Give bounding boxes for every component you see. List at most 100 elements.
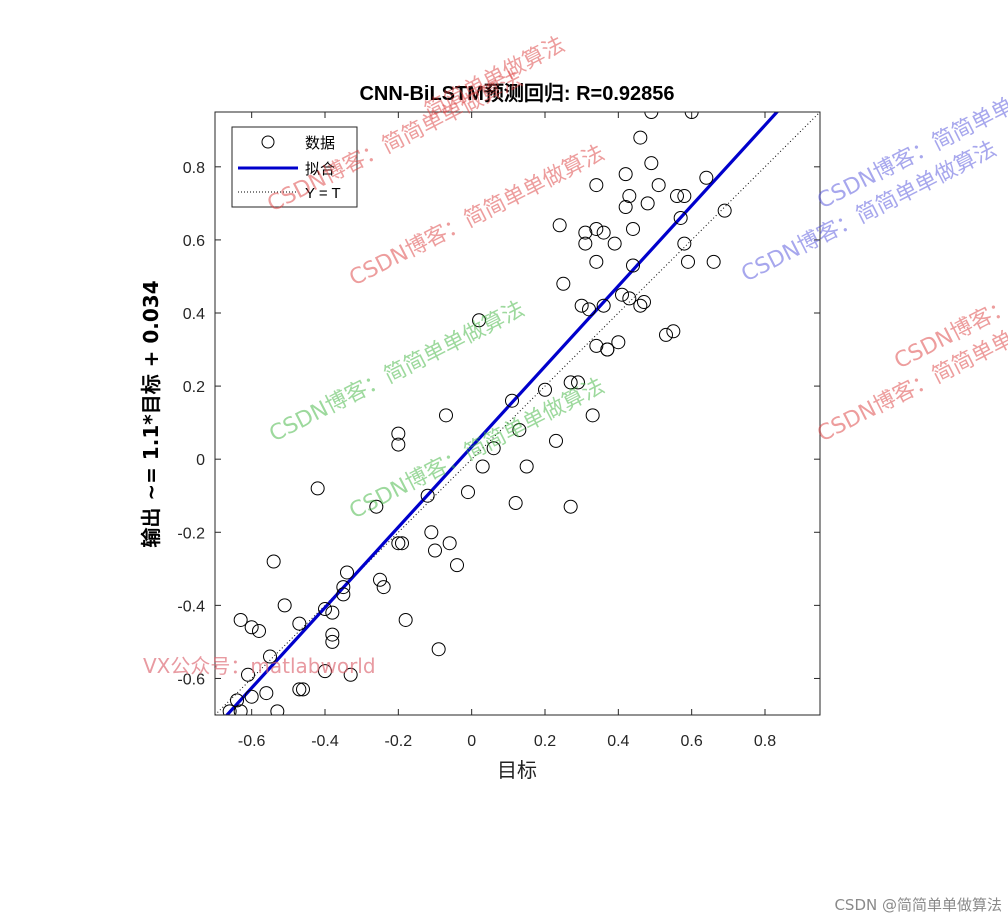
data-point xyxy=(266,554,281,569)
data-point xyxy=(585,408,600,423)
data-point xyxy=(600,342,615,357)
data-point xyxy=(318,664,332,679)
data-point xyxy=(340,565,354,580)
data-point xyxy=(677,236,692,251)
data-point xyxy=(292,682,307,697)
data-point xyxy=(325,627,340,642)
data-point xyxy=(296,682,310,697)
data-point xyxy=(589,338,604,353)
data-point xyxy=(717,203,732,218)
data-point xyxy=(373,572,387,587)
y-tick-label: 0.8 xyxy=(183,160,205,177)
data-point xyxy=(420,488,435,503)
x-tick-label: -0.4 xyxy=(311,733,339,750)
data-point xyxy=(450,558,464,573)
data-point xyxy=(336,580,351,595)
data-point xyxy=(684,112,699,119)
x-tick-label: 0.4 xyxy=(607,733,629,750)
data-point xyxy=(508,496,523,511)
data-point xyxy=(292,616,307,631)
chart-title: CNN-BiLSTM预测回归: R=0.92856 xyxy=(359,81,674,105)
data-point xyxy=(252,623,266,638)
data-point xyxy=(336,587,351,602)
data-point xyxy=(596,298,611,313)
y-tick-label: -0.2 xyxy=(177,525,205,542)
axes-box xyxy=(214,111,821,716)
x-tick-label: -0.6 xyxy=(238,733,266,750)
data-point xyxy=(244,689,259,704)
legend: 数据 拟合 Y = T xyxy=(231,126,358,208)
data-point xyxy=(475,459,490,474)
data-point xyxy=(376,580,391,595)
data-point xyxy=(699,170,714,185)
x-tick-label: 0.8 xyxy=(754,733,776,750)
data-point xyxy=(633,298,648,313)
data-point xyxy=(512,422,527,437)
data-point xyxy=(398,612,413,627)
data-point xyxy=(549,433,563,448)
x-tick-label: 0.6 xyxy=(681,733,703,750)
data-point xyxy=(615,287,629,302)
data-point xyxy=(670,189,684,204)
data-point xyxy=(552,218,567,233)
data-point xyxy=(233,612,248,627)
y-tick-label: 0 xyxy=(196,452,205,469)
identity-line xyxy=(215,112,820,715)
legend-label-identity: Y = T xyxy=(305,185,341,202)
data-point xyxy=(651,178,666,193)
data-point xyxy=(574,298,589,313)
data-point xyxy=(666,324,681,339)
data-point xyxy=(644,156,659,171)
data-point xyxy=(659,327,673,342)
data-point xyxy=(578,225,593,240)
data-point xyxy=(563,375,578,390)
data-point xyxy=(596,225,611,240)
data-point xyxy=(461,485,475,500)
data-point xyxy=(637,295,651,310)
data-point xyxy=(640,196,655,211)
data-point xyxy=(343,667,358,682)
y-tick-label: -0.4 xyxy=(177,598,205,615)
data-point xyxy=(633,130,648,145)
data-point xyxy=(626,258,640,273)
data-point xyxy=(673,210,688,225)
data-point xyxy=(391,426,406,441)
legend-label-fit: 拟合 xyxy=(305,160,335,178)
x-tick-label: 0 xyxy=(467,733,476,750)
data-point xyxy=(222,704,237,715)
data-point xyxy=(325,634,340,649)
data-point xyxy=(578,236,593,251)
data-point xyxy=(259,686,274,701)
data-point xyxy=(277,598,292,613)
data-point xyxy=(538,382,552,397)
data-point xyxy=(442,536,457,551)
data-point xyxy=(241,667,255,682)
x-axis-label: 目标 xyxy=(497,758,537,782)
data-point xyxy=(589,254,604,269)
data-point xyxy=(563,499,578,514)
data-point xyxy=(582,302,596,317)
y-axis-label: 输出 ~= 1.1*目标 + 0.034 xyxy=(139,280,163,547)
data-point xyxy=(369,499,384,514)
data-point xyxy=(270,704,285,715)
data-point xyxy=(681,254,695,269)
data-point xyxy=(391,437,406,452)
data-point xyxy=(310,481,325,496)
legend-data-marker xyxy=(261,135,275,149)
data-point xyxy=(611,335,626,350)
data-point xyxy=(618,200,633,215)
data-point xyxy=(607,236,622,251)
data-point xyxy=(556,276,571,291)
data-point xyxy=(486,441,501,456)
y-tick-label: 0.4 xyxy=(183,306,205,323)
data-point xyxy=(706,254,721,269)
data-point xyxy=(263,649,277,664)
y-tick-label: -0.6 xyxy=(177,671,205,688)
data-point xyxy=(472,313,486,328)
data-point xyxy=(428,543,442,558)
data-point xyxy=(230,693,244,708)
data-point xyxy=(644,112,659,119)
data-point xyxy=(589,221,604,236)
y-tick-label: 0.6 xyxy=(183,233,205,250)
data-point xyxy=(571,375,585,390)
